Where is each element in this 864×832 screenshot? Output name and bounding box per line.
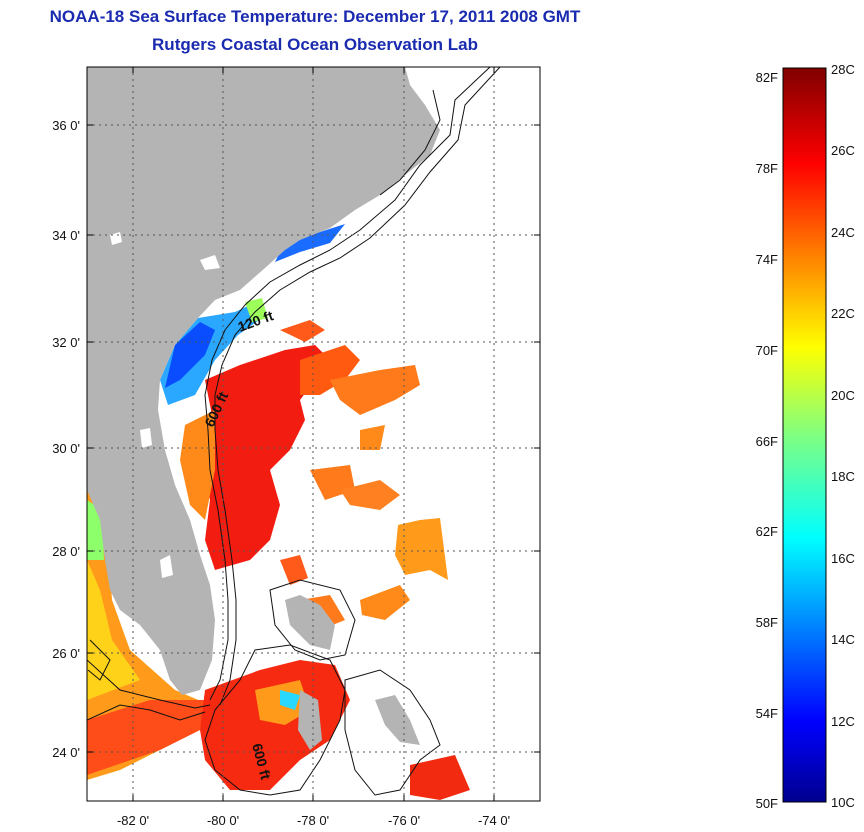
- temp-c-label: 24C: [831, 225, 855, 240]
- temp-f-label: 50F: [756, 796, 778, 811]
- longitude-labels: -82 0' -80 0' -78 0' -76 0' -74 0': [117, 813, 510, 828]
- land: [87, 67, 440, 750]
- lat-label: 36 0': [52, 118, 80, 133]
- temp-c-label: 14C: [831, 632, 855, 647]
- temp-c-label: 12C: [831, 714, 855, 729]
- latitude-labels: 36 0' 34 0' 32 0' 30 0' 28 0' 26 0' 24 0…: [52, 118, 80, 760]
- colorbar-gradient: [782, 67, 827, 803]
- temp-f-label: 54F: [756, 706, 778, 721]
- lat-label: 28 0': [52, 544, 80, 559]
- lat-label: 34 0': [52, 228, 80, 243]
- temp-f-label: 74F: [756, 252, 778, 267]
- depth-contours: [87, 67, 501, 796]
- temp-c-label: 20C: [831, 388, 855, 403]
- temp-f-label: 82F: [756, 70, 778, 85]
- temp-c-label: 10C: [831, 795, 855, 810]
- map-tick-marks: [87, 67, 540, 801]
- temp-c-label: 26C: [831, 143, 855, 158]
- temp-c-label: 18C: [831, 469, 855, 484]
- temp-c-label: 16C: [831, 551, 855, 566]
- lon-label: -78 0': [297, 813, 329, 828]
- lat-label: 30 0': [52, 441, 80, 456]
- temp-f-label: 62F: [756, 524, 778, 539]
- lon-label: -74 0': [478, 813, 510, 828]
- sst-data: [87, 224, 470, 800]
- temp-f-label: 66F: [756, 434, 778, 449]
- lat-label: 26 0': [52, 646, 80, 661]
- temp-c-label: 22C: [831, 306, 855, 321]
- lat-label: 32 0': [52, 335, 80, 350]
- temp-f-label: 70F: [756, 343, 778, 358]
- colorbar: 82F 78F 74F 70F 66F 62F 58F 54F 50F 28C …: [756, 62, 855, 811]
- lon-label: -82 0': [117, 813, 149, 828]
- lat-label: 24 0': [52, 745, 80, 760]
- temp-f-label: 58F: [756, 615, 778, 630]
- lon-label: -80 0': [207, 813, 239, 828]
- colorbar-f-labels: 82F 78F 74F 70F 66F 62F 58F 54F 50F: [756, 70, 778, 811]
- graticule: [87, 67, 540, 801]
- map-title: NOAA-18 Sea Surface Temperature: Decembe…: [49, 7, 581, 26]
- lon-label: -76 0': [388, 813, 420, 828]
- colorbar-c-labels: 28C 26C 24C 22C 20C 18C 16C 14C 12C 10C: [831, 62, 855, 810]
- map-subtitle: Rutgers Coastal Ocean Observation Lab: [152, 35, 478, 54]
- map-area: [87, 67, 540, 801]
- temp-f-label: 78F: [756, 161, 778, 176]
- temp-c-label: 28C: [831, 62, 855, 77]
